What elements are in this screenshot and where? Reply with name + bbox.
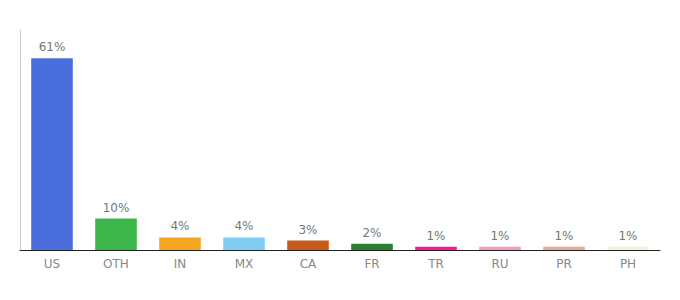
- svg-text:1%: 1%: [426, 229, 445, 243]
- svg-text:TR: TR: [427, 257, 444, 271]
- svg-text:FR: FR: [364, 257, 379, 271]
- svg-text:CA: CA: [300, 257, 317, 271]
- svg-text:10%: 10%: [103, 201, 130, 215]
- svg-text:IN: IN: [174, 257, 187, 271]
- svg-text:61%: 61%: [39, 40, 66, 54]
- svg-text:4%: 4%: [234, 219, 253, 233]
- svg-text:OTH: OTH: [103, 257, 129, 271]
- svg-text:US: US: [44, 257, 60, 271]
- svg-text:1%: 1%: [490, 229, 509, 243]
- svg-text:MX: MX: [235, 257, 254, 271]
- svg-text:PR: PR: [556, 257, 572, 271]
- svg-text:PH: PH: [620, 257, 636, 271]
- svg-text:3%: 3%: [298, 223, 317, 237]
- svg-text:2%: 2%: [362, 226, 381, 240]
- svg-text:1%: 1%: [554, 229, 573, 243]
- svg-text:1%: 1%: [618, 229, 637, 243]
- svg-text:RU: RU: [491, 257, 508, 271]
- svg-text:4%: 4%: [170, 219, 189, 233]
